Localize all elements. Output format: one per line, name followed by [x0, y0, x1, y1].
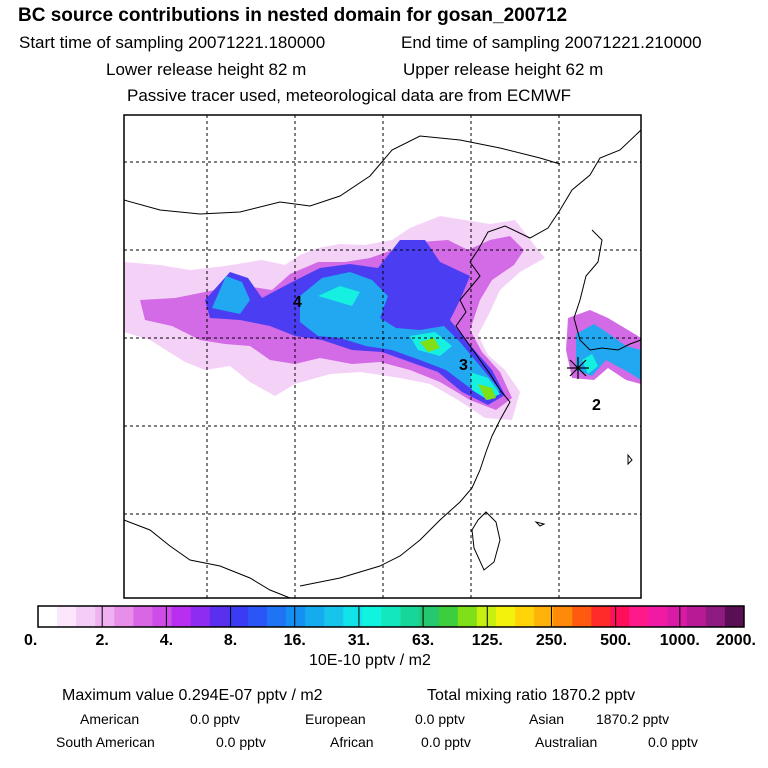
asian-label: Asian [529, 711, 565, 727]
colorbar-unit: 10E-10 pptv / m2 [309, 652, 431, 669]
colorbar-swatch [133, 606, 153, 627]
marker-2: 2 [592, 397, 601, 414]
marker-3: 3 [459, 357, 468, 374]
colorbar-swatch [476, 606, 497, 627]
colorbar-tick-label: 125. [472, 632, 503, 649]
colorbar-swatch [76, 606, 96, 627]
colorbar-swatch [686, 606, 707, 627]
south-american-label: South American [56, 734, 155, 750]
graticule [124, 115, 641, 598]
colorbar-swatch [515, 606, 535, 627]
inland-border [124, 519, 291, 598]
colorbar-swatch [305, 606, 325, 627]
south-american-value: 0.0 pptv [216, 734, 266, 750]
coastlines [124, 129, 641, 598]
plume-core [212, 272, 500, 400]
max-value-label: Maximum value 0.294E-07 pptv / m2 [62, 687, 323, 704]
north-border [124, 135, 561, 215]
end-time-label: End time of sampling 20071221.210000 [401, 33, 702, 52]
asian-value: 1870.2 pptv [596, 711, 670, 727]
american-label: American [80, 711, 140, 727]
island-shape [534, 453, 633, 527]
tracer-note: Passive tracer used, meteorological data… [127, 86, 572, 105]
colorbar-swatch [438, 606, 459, 627]
colorbar-tick-label: 0. [24, 632, 37, 649]
american-value: 0.0 pptv [190, 711, 240, 727]
australian-label: Australian [535, 734, 598, 750]
colorbar-swatch [400, 606, 421, 627]
colorbar: 0. 2. 4. 8. 16. 31. 63. 125. 250. 500. 1000. 2000. [24, 605, 756, 649]
colorbar-swatch [381, 606, 401, 627]
colorbar-swatch [457, 606, 478, 627]
colorbar-swatch [610, 606, 630, 627]
colorbar-swatch [572, 606, 592, 627]
colorbar-swatch [362, 606, 382, 627]
colorbar-swatch [419, 606, 440, 627]
colorbar-swatch [705, 606, 726, 627]
colorbar-swatch [171, 606, 192, 627]
total-mixing-label: Total mixing ratio 1870.2 pptv [427, 687, 636, 704]
page-title: BC source contributions in nested domain… [18, 5, 568, 26]
colorbar-tick-label: 8. [224, 632, 237, 649]
australian-value: 0.0 pptv [648, 734, 698, 750]
colorbar-tick-label: 2. [96, 632, 109, 649]
colorbar-swatch [152, 606, 172, 627]
colorbar-swatch [495, 606, 516, 627]
colorbar-tick-label: 16. [284, 632, 306, 649]
colorbar-swatch [190, 606, 211, 627]
colorbar-swatch [266, 606, 287, 627]
plume-layer [124, 216, 641, 420]
asterisk-icon [567, 357, 589, 379]
colorbar-tick-label: 31. [348, 632, 370, 649]
colorbar-swatch [247, 606, 268, 627]
colorbar-tick-label: 4. [160, 632, 173, 649]
map-frame [123, 114, 642, 599]
colorbar-tick-label: 63. [412, 632, 434, 649]
colorbar-swatch [667, 606, 688, 627]
colorbar-swatch [648, 606, 669, 627]
colorbar-swatch [553, 606, 573, 627]
plume-peak-green [420, 338, 496, 400]
colorbar-swatch [95, 606, 115, 627]
korea-coast [573, 229, 641, 351]
colorbar-swatch [724, 606, 745, 627]
colorbar-swatch [38, 606, 58, 627]
china-coast [299, 129, 641, 587]
colorbar-swatch [286, 606, 306, 627]
upper-release-label: Upper release height 62 m [403, 60, 604, 79]
african-label: African [330, 734, 374, 750]
colorbar-swatch [114, 606, 134, 627]
colorbar-tick-label: 1000. [660, 632, 700, 649]
european-label: European [305, 711, 366, 727]
taiwan [471, 511, 501, 571]
colorbar-swatch [343, 606, 363, 627]
colorbar-tick-label: 500. [600, 632, 631, 649]
colorbar-swatch [534, 606, 554, 627]
african-value: 0.0 pptv [421, 734, 471, 750]
colorbar-tick-label: 250. [536, 632, 567, 649]
colorbar-swatch [629, 606, 649, 627]
colorbar-swatch [324, 606, 344, 627]
marker-4: 4 [293, 294, 302, 311]
start-time-label: Start time of sampling 20071221.180000 [19, 33, 326, 52]
korea-plume-peak [582, 354, 598, 374]
colorbar-tick-label: 2000. [716, 632, 756, 649]
colorbar-swatch [209, 606, 230, 627]
colorbar-frame [37, 605, 745, 628]
colorbar-swatch [591, 606, 611, 627]
european-value: 0.0 pptv [415, 711, 465, 727]
colorbar-swatch [57, 606, 77, 627]
colorbar-swatch [228, 606, 249, 627]
lower-release-label: Lower release height 82 m [106, 60, 307, 79]
